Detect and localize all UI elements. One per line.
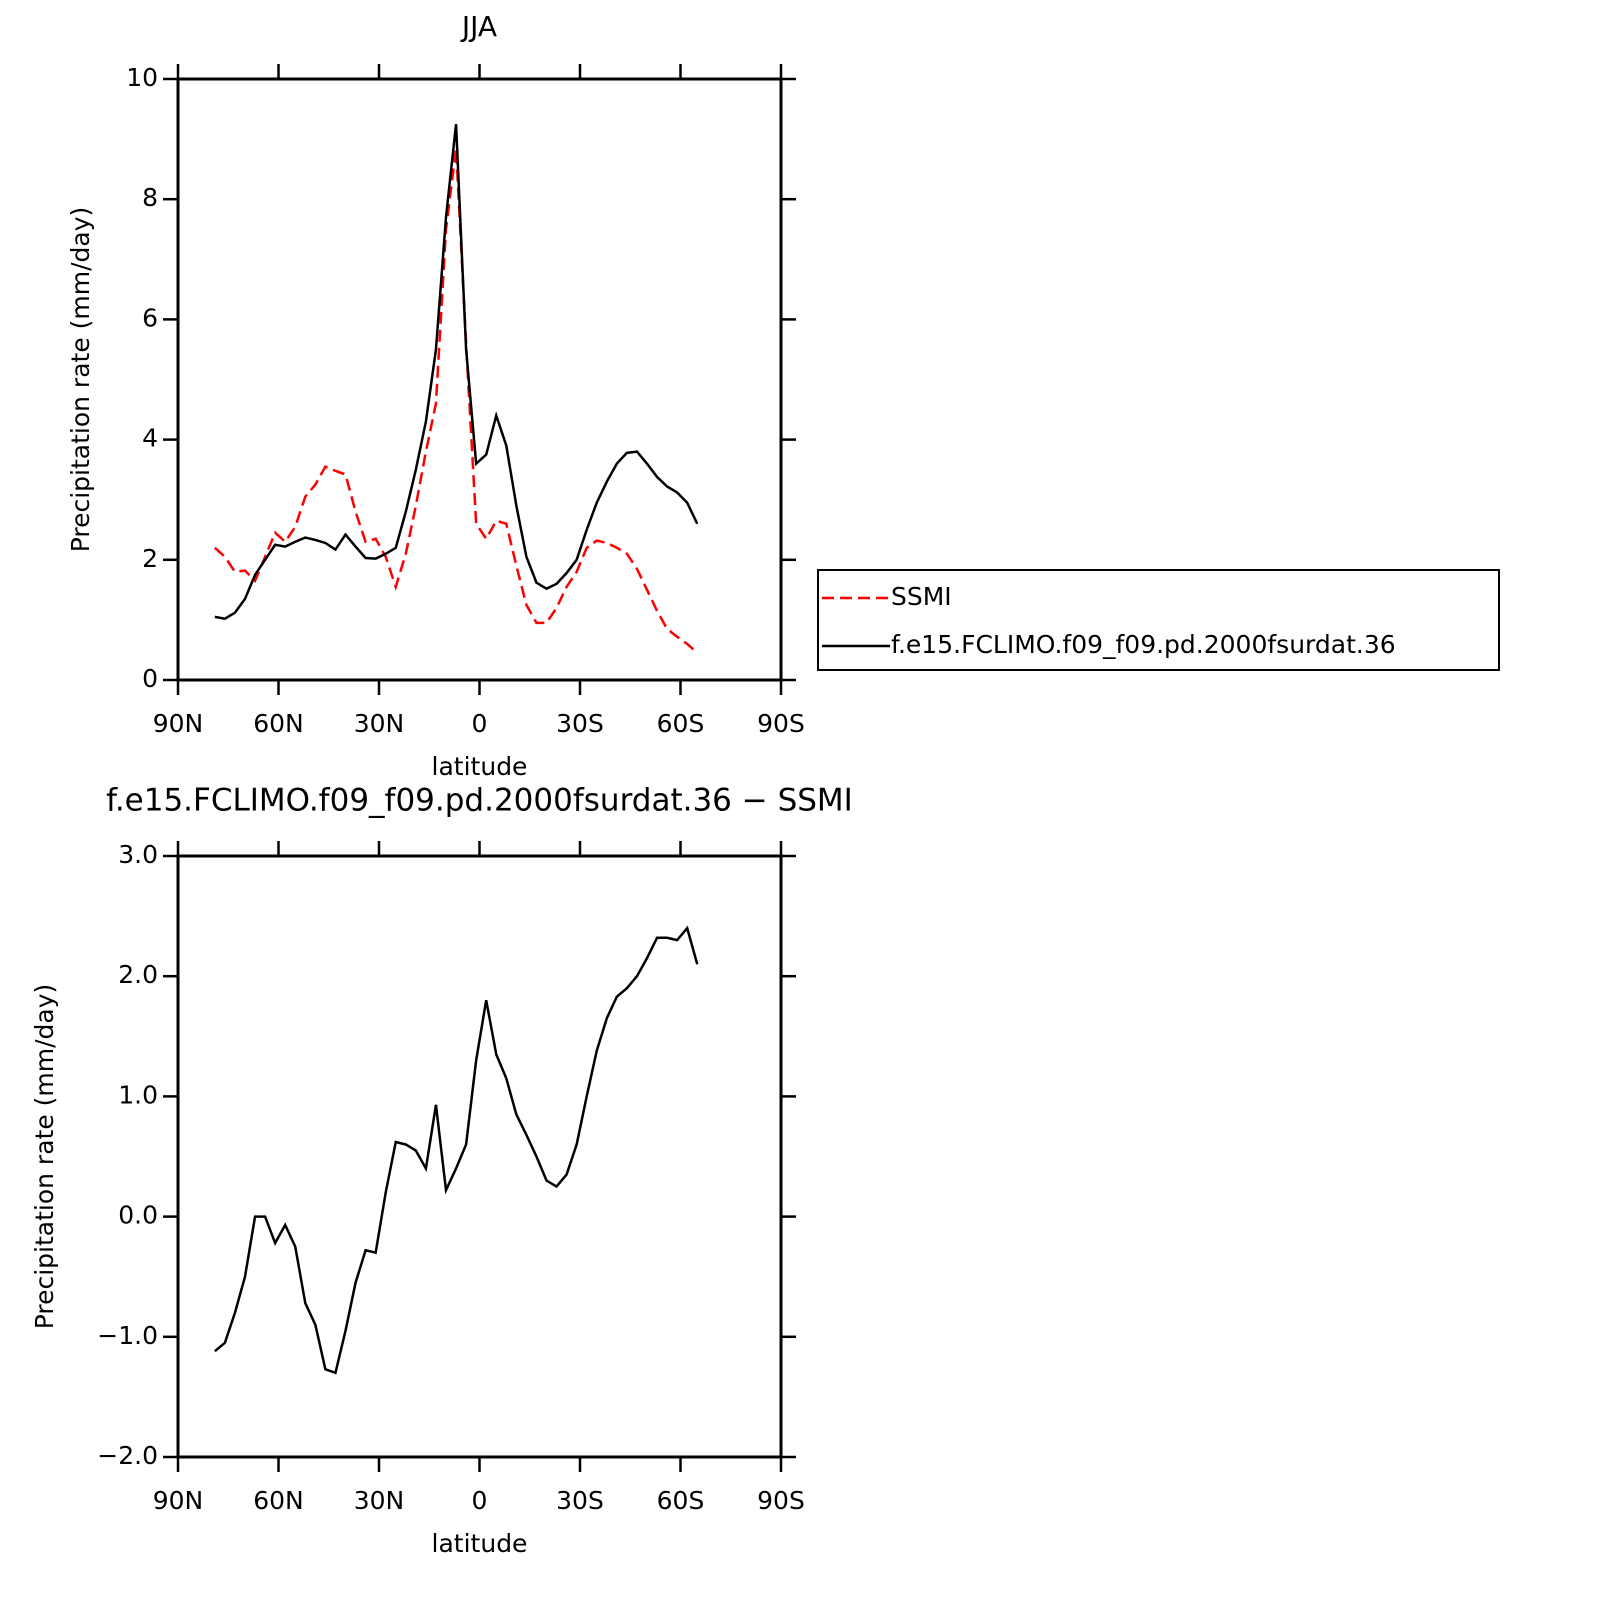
- data-line: [214, 925, 699, 1375]
- x-tick-label: 60N: [253, 1486, 304, 1515]
- x-tick-label: 90S: [757, 1486, 805, 1515]
- x-tick-label: 60S: [657, 1486, 705, 1515]
- x-tick-label: 90S: [757, 709, 805, 738]
- x-tick-label: 90N: [153, 709, 204, 738]
- data-line: [214, 147, 699, 654]
- y-tick-label: 3.0: [118, 840, 158, 869]
- x-axis-label: latitude: [432, 752, 528, 781]
- y-tick-label: 4: [142, 424, 158, 453]
- legend-label: SSMI: [891, 582, 952, 611]
- x-tick-label: 90N: [153, 1486, 204, 1515]
- y-tick-label: 0.0: [118, 1201, 158, 1230]
- y-tick-label: 8: [142, 183, 158, 212]
- chart-title: f.e15.FCLIMO.f09_f09.pd.2000fsurdat.36 −…: [106, 783, 853, 819]
- y-tick-label: 10: [126, 63, 158, 92]
- y-tick-label: 0: [142, 664, 158, 693]
- y-tick-label: 2.0: [118, 960, 158, 989]
- x-tick-label: 60S: [657, 709, 705, 738]
- x-tick-label: 0: [472, 709, 488, 738]
- legend-box: [817, 569, 1500, 671]
- legend-label: f.e15.FCLIMO.f09_f09.pd.2000fsurdat.36: [891, 630, 1396, 659]
- plot-frame: [176, 854, 783, 1459]
- data-line: [214, 123, 699, 621]
- x-tick-label: 60N: [253, 709, 304, 738]
- x-tick-label: 0: [472, 1486, 488, 1515]
- y-tick-label: −2.0: [97, 1441, 158, 1470]
- y-tick-label: 1.0: [118, 1080, 158, 1109]
- y-tick-label: 6: [142, 303, 158, 332]
- x-tick-label: 30S: [556, 1486, 604, 1515]
- x-tick-label: 30S: [556, 709, 604, 738]
- y-tick-label: 2: [142, 544, 158, 573]
- y-tick-label: −1.0: [97, 1321, 158, 1350]
- plot-frame: [176, 77, 783, 682]
- chart-title: JJA: [460, 10, 497, 43]
- x-axis-label: latitude: [432, 1529, 528, 1558]
- x-tick-label: 30N: [354, 1486, 405, 1515]
- y-axis-label: Precipitation rate (mm/day): [66, 207, 95, 553]
- x-tick-label: 30N: [354, 709, 405, 738]
- y-axis-label: Precipitation rate (mm/day): [30, 984, 59, 1330]
